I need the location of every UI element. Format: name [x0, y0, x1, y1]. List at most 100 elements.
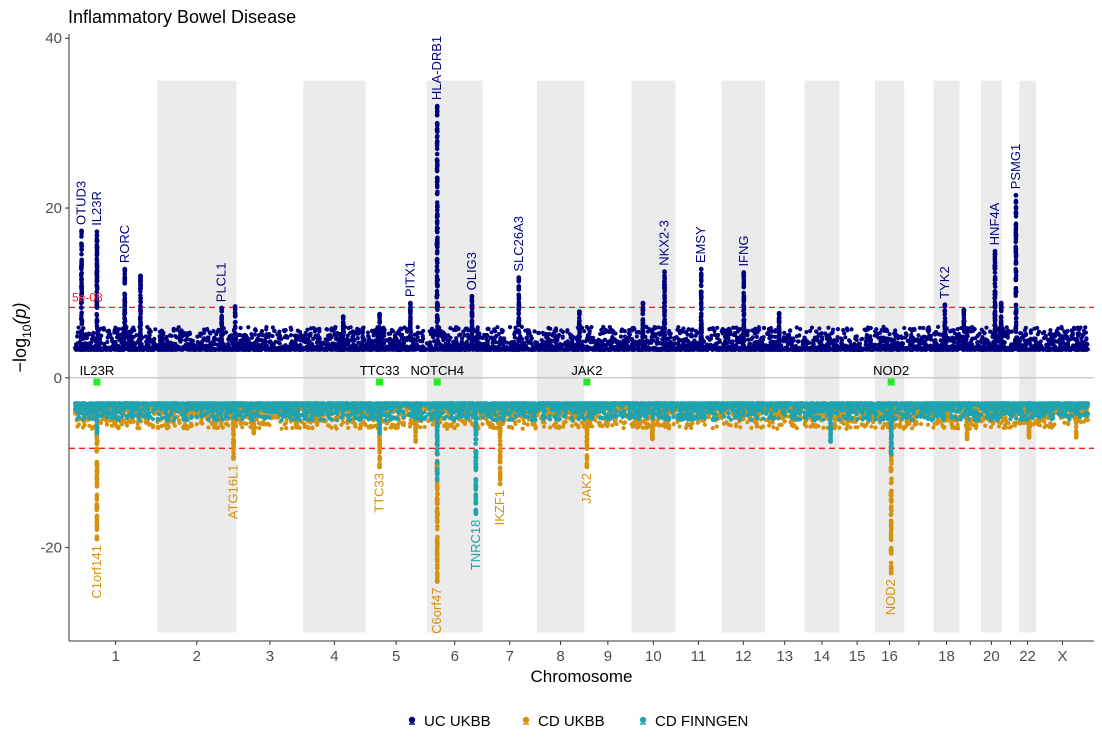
- peak-point: [341, 314, 346, 319]
- y-tick-label: 40: [45, 30, 62, 47]
- legend-item: UC UKBB: [409, 713, 491, 730]
- peak-point: [435, 579, 440, 584]
- peak-label: TTC33: [372, 473, 387, 513]
- y-tick-label: 20: [45, 200, 62, 217]
- chromosome-band-12: [722, 81, 766, 633]
- peak-point: [828, 439, 833, 444]
- peak-label: IL23R: [89, 191, 104, 226]
- peak-label: PLCL1: [214, 262, 229, 302]
- threshold-label: 5e-08: [72, 290, 103, 304]
- peak-point: [993, 249, 998, 254]
- peak-label: HLA-DRB1: [429, 36, 444, 100]
- x-tick-label: 20: [983, 648, 1000, 665]
- peak-point: [965, 437, 970, 442]
- peak-point: [961, 308, 966, 313]
- chromosome-band-14: [804, 81, 839, 633]
- chromosome-band-8: [537, 81, 584, 633]
- legend-swatch: [640, 717, 646, 723]
- x-tick-label: 10: [645, 648, 662, 665]
- chromosome-band-4: [303, 81, 365, 633]
- x-tick-label: 2: [193, 648, 201, 665]
- reference-marker-label: TTC33: [360, 363, 400, 378]
- peak-point: [470, 294, 475, 299]
- reference-marker: [583, 379, 590, 386]
- legend-label: CD UKBB: [538, 713, 605, 730]
- legend-label: CD FINNGEN: [655, 713, 748, 730]
- peak-point: [498, 482, 503, 487]
- peak-label: IKZF1: [492, 490, 507, 525]
- x-tick-label: 12: [735, 648, 752, 665]
- peak-point: [231, 456, 236, 461]
- peak-point: [889, 571, 894, 576]
- reference-marker-label: NOD2: [873, 363, 909, 378]
- peak-point: [942, 302, 947, 307]
- reference-marker: [434, 379, 441, 386]
- peak-label: PSMG1: [1008, 144, 1023, 190]
- peak-point: [408, 301, 413, 306]
- reference-marker-label: NOTCH4: [411, 363, 464, 378]
- peak-point: [138, 274, 143, 279]
- peak-label: HNF4A: [987, 202, 1002, 245]
- peak-point: [251, 431, 256, 436]
- peak-label: NKX2-3: [657, 220, 672, 266]
- x-tick-label: 3: [266, 648, 274, 665]
- peak-point: [577, 309, 582, 314]
- peak-label: JAK2: [579, 473, 594, 504]
- peak-point: [1027, 435, 1032, 440]
- peak-label: EMSY: [693, 226, 708, 263]
- peak-point: [1074, 435, 1079, 440]
- chart-title: Inflammatory Bowel Disease: [68, 7, 296, 27]
- peak-label: IFNG: [736, 235, 751, 266]
- y-tick-label: -20: [40, 540, 62, 557]
- peak-point: [377, 312, 382, 317]
- peak-label: OLIG3: [464, 252, 479, 290]
- peak-point: [79, 229, 84, 234]
- peak-point: [233, 304, 238, 309]
- peak-point: [777, 311, 782, 316]
- x-tick-label: 13: [776, 648, 793, 665]
- peak-point: [122, 267, 127, 272]
- peak-label: ATG16L1: [226, 464, 241, 519]
- peak-point: [889, 452, 894, 457]
- x-tick-label: 5: [392, 648, 400, 665]
- x-tick-label: 18: [938, 648, 955, 665]
- x-tick-label: 8: [556, 648, 564, 665]
- peak-point: [741, 270, 746, 275]
- peak-label: TNRC18: [468, 520, 483, 571]
- reference-marker-label: IL23R: [80, 363, 115, 378]
- peak-point: [435, 104, 440, 109]
- x-tick-label: 11: [691, 648, 707, 665]
- chromosome-band-18: [933, 81, 959, 633]
- reference-marker: [888, 379, 895, 386]
- x-tick-label: X: [1057, 648, 1067, 665]
- peak-point: [516, 275, 521, 280]
- legend-swatch: [409, 717, 415, 723]
- peak-point: [650, 437, 655, 442]
- peak-point: [95, 431, 100, 436]
- x-tick-label: 22: [1019, 648, 1036, 665]
- chromosome-band-10: [631, 81, 675, 633]
- x-tick-label: 15: [849, 648, 866, 665]
- legend-item: CD FINNGEN: [640, 713, 749, 730]
- peak-point: [435, 477, 440, 482]
- x-tick-label: 16: [881, 648, 898, 665]
- reference-marker: [93, 379, 100, 386]
- peak-point: [662, 269, 667, 274]
- peak-point: [1014, 193, 1019, 198]
- peak-label: TYK2: [937, 266, 952, 299]
- peak-label: PITX1: [402, 261, 417, 297]
- reference-marker: [376, 379, 383, 386]
- legend-swatch: [523, 717, 529, 723]
- peak-point: [999, 301, 1004, 306]
- peak-label: OTUD3: [74, 181, 89, 225]
- chromosome-band-20: [981, 81, 1002, 633]
- peak-point: [585, 465, 590, 470]
- peak-label: C6orf47: [429, 588, 444, 634]
- legend-label: UC UKBB: [424, 713, 491, 730]
- peak-point: [377, 431, 382, 436]
- peak-label: C1orf141: [89, 545, 104, 598]
- peak-point: [219, 306, 224, 311]
- x-tick-label: 6: [451, 648, 459, 665]
